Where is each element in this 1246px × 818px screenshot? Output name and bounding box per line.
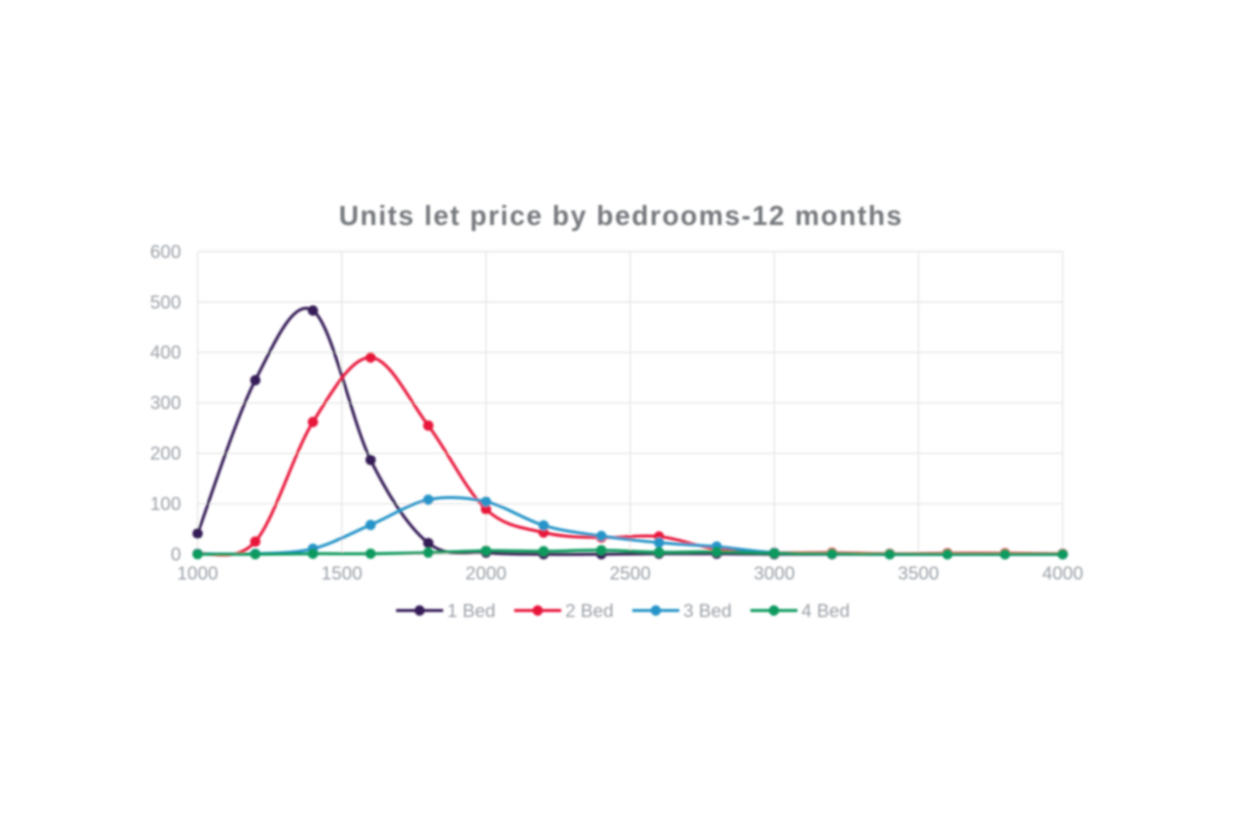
svg-text:500: 500 [150, 291, 181, 312]
svg-text:300: 300 [150, 392, 181, 413]
svg-text:3 Bed: 3 Bed [683, 600, 731, 621]
svg-text:1500: 1500 [321, 563, 362, 584]
svg-text:3000: 3000 [754, 563, 795, 584]
svg-text:2000: 2000 [465, 563, 506, 584]
svg-text:Units let price by bedrooms-12: Units let price by bedrooms-12 months [339, 200, 903, 231]
svg-text:2 Bed: 2 Bed [565, 600, 613, 621]
svg-text:400: 400 [150, 342, 181, 363]
svg-text:200: 200 [150, 443, 181, 464]
svg-text:4000: 4000 [1042, 563, 1083, 584]
svg-text:1000: 1000 [177, 563, 218, 584]
svg-text:100: 100 [150, 493, 181, 514]
svg-text:4 Bed: 4 Bed [801, 600, 849, 621]
svg-text:1 Bed: 1 Bed [447, 600, 495, 621]
svg-text:0: 0 [171, 544, 181, 565]
svg-text:600: 600 [150, 241, 181, 262]
svg-text:2500: 2500 [610, 563, 651, 584]
svg-text:3500: 3500 [898, 563, 939, 584]
